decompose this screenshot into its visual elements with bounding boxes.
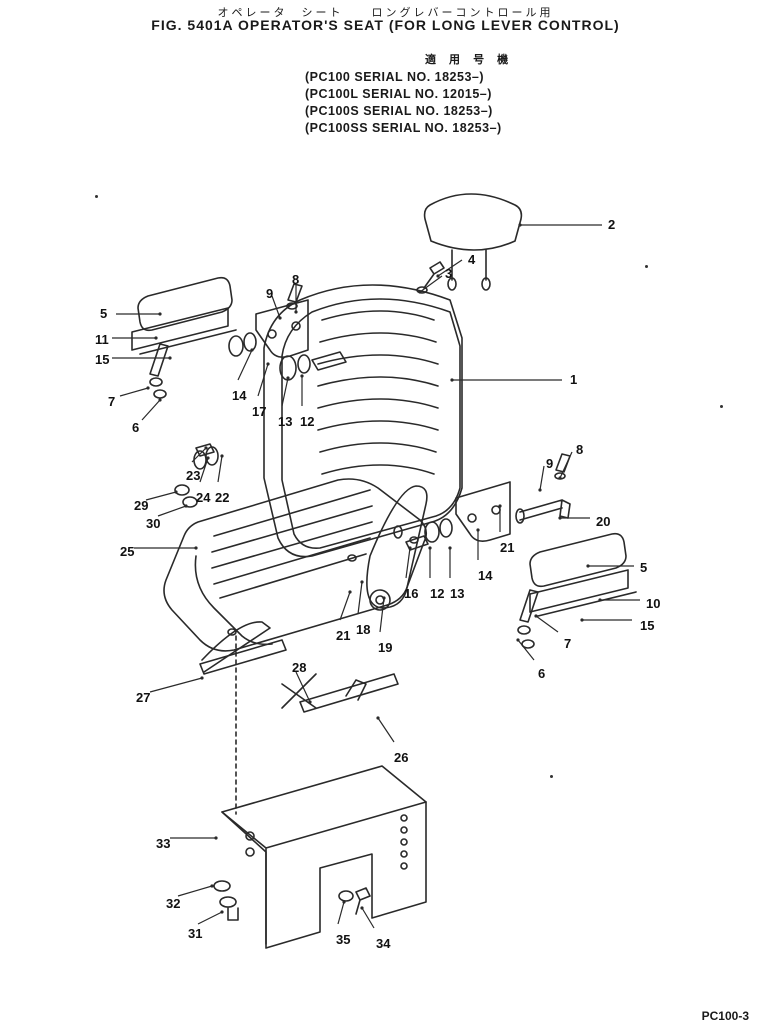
print-dot (550, 775, 553, 778)
callout-33: 33 (156, 836, 170, 851)
callout-12: 12 (300, 414, 314, 429)
callout-6: 6 (132, 420, 139, 435)
callout-28: 28 (292, 660, 306, 675)
callout-2: 2 (608, 217, 615, 232)
callout-31: 31 (188, 926, 202, 941)
print-dot (720, 405, 723, 408)
print-dot (95, 195, 98, 198)
callout-15: 15 (95, 352, 109, 367)
page: オペレータ シート ロングレバーコントロール用 FIG. 5401A OPERA… (0, 0, 771, 1029)
callout-21: 21 (500, 540, 514, 555)
callout-34: 34 (376, 936, 390, 951)
callout-7: 7 (108, 394, 115, 409)
callout-14: 14 (478, 568, 492, 583)
callout-20: 20 (596, 514, 610, 529)
callout-25: 25 (120, 544, 134, 559)
callout-21: 21 (336, 628, 350, 643)
callout-3: 3 (445, 266, 452, 281)
callout-9: 9 (266, 286, 273, 301)
print-dot (645, 265, 648, 268)
callout-13: 13 (450, 586, 464, 601)
callout-32: 32 (166, 896, 180, 911)
callout-24: 24 (196, 490, 210, 505)
callout-22: 22 (215, 490, 229, 505)
callout-8: 8 (292, 272, 299, 287)
callout-5: 5 (100, 306, 107, 321)
callout-35: 35 (336, 932, 350, 947)
callout-13: 13 (278, 414, 292, 429)
callout-1: 1 (570, 372, 577, 387)
callout-16: 16 (404, 586, 418, 601)
callout-4: 4 (468, 252, 475, 267)
callout-17: 17 (252, 404, 266, 419)
callout-27: 27 (136, 690, 150, 705)
callout-14: 14 (232, 388, 246, 403)
callout-29: 29 (134, 498, 148, 513)
callout-19: 19 (378, 640, 392, 655)
callout-30: 30 (146, 516, 160, 531)
callout-7: 7 (564, 636, 571, 651)
callout-10: 10 (646, 596, 660, 611)
callout-15: 15 (640, 618, 654, 633)
callout-8: 8 (576, 442, 583, 457)
footer-right: PC100-3 (702, 1009, 749, 1023)
callout-26: 26 (394, 750, 408, 765)
callout-11: 11 (95, 332, 109, 347)
leader-lines (0, 0, 771, 1029)
callout-9: 9 (546, 456, 553, 471)
callout-23: 23 (186, 468, 200, 483)
callout-6: 6 (538, 666, 545, 681)
callout-12: 12 (430, 586, 444, 601)
callout-18: 18 (356, 622, 370, 637)
callout-5: 5 (640, 560, 647, 575)
